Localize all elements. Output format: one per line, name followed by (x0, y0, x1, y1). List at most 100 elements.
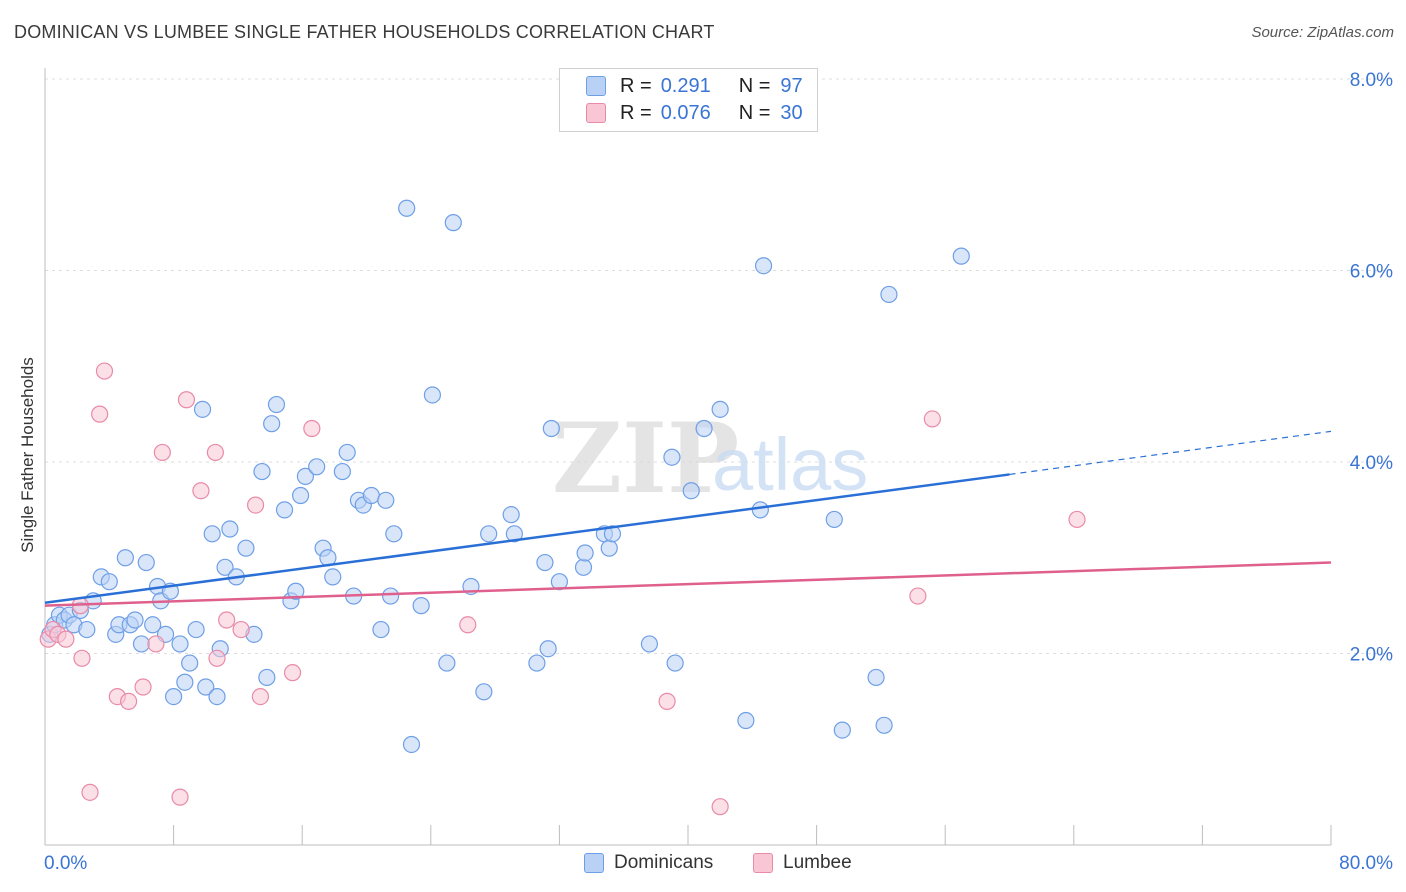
n-label: N = (738, 101, 771, 124)
dominicans-point (444, 214, 462, 232)
dominicans-point (333, 462, 351, 481)
dominicans-point (663, 448, 681, 466)
dominicans-point (502, 506, 520, 524)
dominicans-point (362, 486, 380, 505)
dominicans-point (952, 247, 970, 265)
dominicans-point (576, 544, 594, 562)
r-value: 0.291 (660, 74, 711, 97)
n-value: 97 (780, 74, 803, 97)
dominicans-point (377, 491, 395, 509)
source-label: Source: ZipAtlas.com (1251, 24, 1394, 41)
lumbee-point (134, 678, 152, 696)
dominicans-point (116, 549, 134, 567)
legend-label-dominicans: Dominicans (614, 852, 714, 873)
lumbee-point (232, 620, 250, 639)
dominicans-point (475, 683, 493, 701)
dominicans-point (187, 620, 205, 639)
dominicans-point (216, 558, 234, 576)
dominicans-point (221, 520, 239, 538)
lumbee-point (95, 362, 114, 380)
lumbee-point (711, 798, 729, 816)
dominicans-point (165, 687, 183, 706)
n-label: N = (738, 74, 771, 97)
dominicans-point (385, 525, 403, 543)
dominicans-point (640, 635, 659, 653)
lumbee-trendline (44, 561, 1332, 607)
x-tick-label-max: 80.0% (1339, 853, 1393, 874)
dominicans-point (137, 553, 155, 572)
dominicans-point (324, 568, 342, 586)
lumbee-point (91, 405, 109, 423)
dominicans-trendline (44, 473, 1010, 604)
dominicans-point (402, 735, 421, 754)
dominicans-point (754, 257, 773, 275)
legend-row-dominicans: R = 0.291 N = 97 (586, 74, 803, 98)
lumbee-swatch (753, 853, 773, 873)
dominicans-point (438, 654, 456, 672)
lumbee-point (303, 419, 321, 438)
lumbee-point (283, 664, 302, 682)
lumbee-point (251, 687, 270, 706)
dominicans-point (536, 553, 554, 572)
lumbee-point (208, 649, 226, 667)
lumbee-point (153, 443, 171, 462)
dominicans-point (258, 668, 276, 687)
dominicans-point (144, 616, 162, 634)
dominicans-point (237, 539, 255, 557)
legend-item-lumbee: Lumbee (753, 852, 852, 874)
dominicans-point (666, 654, 684, 672)
dominicans-point (751, 501, 769, 519)
watermark-atlas: atlas (712, 423, 868, 506)
dominicans-point (382, 587, 400, 605)
dominicans-point (603, 525, 622, 543)
lumbee-point (909, 587, 927, 605)
dominicans-point (100, 573, 118, 591)
dominicans-point (875, 716, 893, 734)
dominicans-point (171, 635, 189, 653)
dominicans-point (132, 635, 151, 653)
lumbee-point (73, 649, 91, 667)
dominicans-swatch (586, 76, 606, 96)
dominicans-point (78, 620, 96, 639)
dominicans-swatch (584, 853, 604, 873)
dominicans-point (398, 199, 416, 217)
legend-row-lumbee: R = 0.076 N = 30 (586, 101, 803, 125)
lumbee-point (206, 443, 224, 462)
dominicans-point (412, 597, 430, 615)
dominicans-point (528, 654, 546, 672)
dominicans-point (423, 386, 442, 404)
dominicans-point (695, 419, 713, 438)
dominicans-point (126, 611, 144, 629)
lumbee-point (658, 692, 676, 710)
dominicans-point (338, 443, 356, 462)
lumbee-point (57, 630, 75, 648)
dominicans-point (308, 458, 326, 476)
series-legend: Dominicans Lumbee (0, 852, 1406, 876)
r-label: R = (620, 74, 652, 97)
dominicans-point (539, 640, 557, 658)
dominicans-point (203, 525, 221, 543)
lumbee-point (192, 482, 210, 500)
dominicans-point (542, 419, 560, 438)
dominicans-point (291, 486, 310, 505)
dominicans-point (825, 510, 843, 529)
dominicans-point (275, 501, 294, 519)
dominicans-point (574, 558, 593, 576)
lumbee-point (147, 635, 165, 653)
dominicans-point (176, 673, 194, 691)
dominicans-point (480, 525, 498, 543)
dominicans-point (737, 711, 755, 730)
lumbee-point (81, 783, 99, 801)
chart-title: DOMINICAN VS LUMBEE SINGLE FATHER HOUSEH… (14, 22, 715, 42)
lumbee-point (177, 391, 196, 409)
x-tick-label-min: 0.0% (44, 853, 87, 874)
dominicans-point (682, 482, 700, 500)
dominicans-point (867, 668, 885, 687)
dominicans-point (505, 525, 523, 543)
r-label: R = (620, 101, 652, 124)
y-tick-label: 8.0% (1350, 70, 1393, 91)
dominicans-point (181, 654, 199, 672)
n-value: 30 (780, 101, 803, 124)
lumbee-point (1068, 510, 1086, 529)
